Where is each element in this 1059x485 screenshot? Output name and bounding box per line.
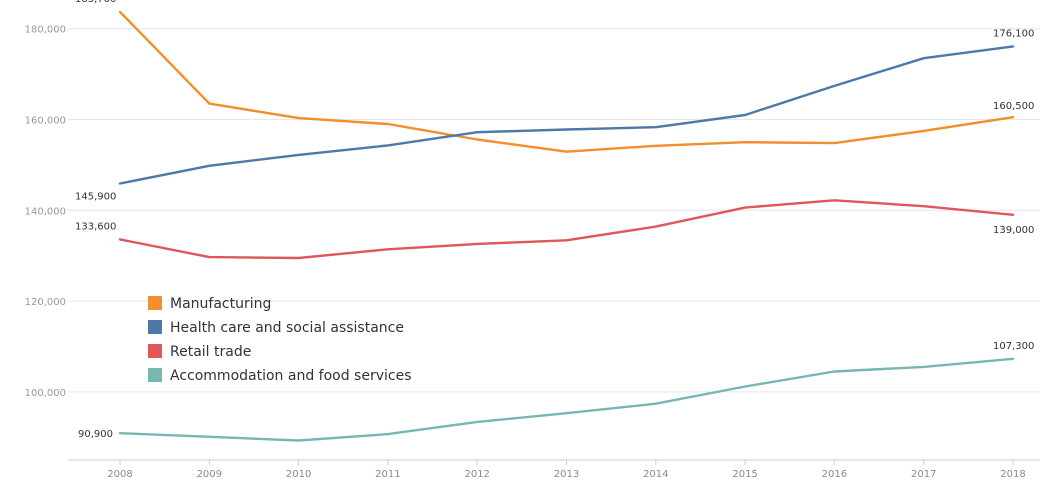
- x-tick-label: 2017: [911, 469, 936, 480]
- x-tick-label: 2010: [286, 469, 311, 480]
- legend-label-retail-trade: Retail trade: [170, 344, 251, 360]
- data-label-start-retail-trade: 133,600: [75, 221, 116, 232]
- y-tick-label: 100,000: [25, 388, 66, 399]
- data-label-start-health-care-and-social-assistance: 145,900: [75, 192, 116, 203]
- legend-swatch-health-care-and-social-assistance: [148, 320, 162, 334]
- data-label-start-accommodation-and-food-services: 90,900: [78, 429, 113, 440]
- legend-swatch-accommodation-and-food-services: [148, 368, 162, 382]
- y-axis: 100,000 120,000 140,000 160,000 180,000: [25, 25, 66, 399]
- series-line-retail-trade: [118, 199, 1015, 260]
- x-tick-label: 2013: [554, 469, 579, 480]
- x-tick-label: 2011: [375, 469, 400, 480]
- data-labels: 183,700 160,500 145,900 176,100 133,600 139,0…: [75, 0, 1034, 440]
- data-label-end-health-care-and-social-assistance: 176,100: [993, 28, 1034, 39]
- legend-swatch-manufacturing: [148, 296, 162, 310]
- x-tick-label: 2012: [464, 469, 489, 480]
- y-tick-label: 160,000: [25, 116, 66, 127]
- series-layer: [118, 10, 1015, 442]
- x-tick-label: 2008: [107, 469, 132, 480]
- y-tick-label: 140,000: [25, 206, 66, 217]
- series-line-accommodation-and-food-services: [118, 357, 1015, 442]
- x-tick-label: 2016: [822, 469, 847, 480]
- x-tick-label: 2014: [643, 469, 668, 480]
- grid-layer: [68, 28, 1040, 393]
- x-tick-label: 2015: [732, 469, 757, 480]
- y-tick-label: 180,000: [25, 25, 66, 36]
- legend-swatch-retail-trade: [148, 344, 162, 358]
- legend-label-accommodation-and-food-services: Accommodation and food services: [170, 368, 412, 384]
- x-tick-label: 2018: [1000, 469, 1025, 480]
- legend-label-health-care-and-social-assistance: Health care and social assistance: [170, 320, 404, 336]
- x-axis: 2008 2009 2010 2011 2012 2013 2014 2015 2016 2017…: [68, 459, 1040, 480]
- x-tick-label: 2009: [197, 469, 222, 480]
- legend-label-manufacturing: Manufacturing: [170, 296, 271, 312]
- data-label-end-accommodation-and-food-services: 107,300: [993, 341, 1034, 352]
- legend: Manufacturing Health care and social assi…: [148, 296, 412, 384]
- series-line-health-care-and-social-assistance: [118, 45, 1015, 185]
- y-tick-label: 120,000: [25, 297, 66, 308]
- data-label-end-retail-trade: 139,000: [993, 225, 1034, 236]
- series-line-manufacturing: [118, 10, 1015, 153]
- data-label-end-manufacturing: 160,500: [993, 101, 1034, 112]
- data-label-start-manufacturing: 183,700: [75, 0, 116, 5]
